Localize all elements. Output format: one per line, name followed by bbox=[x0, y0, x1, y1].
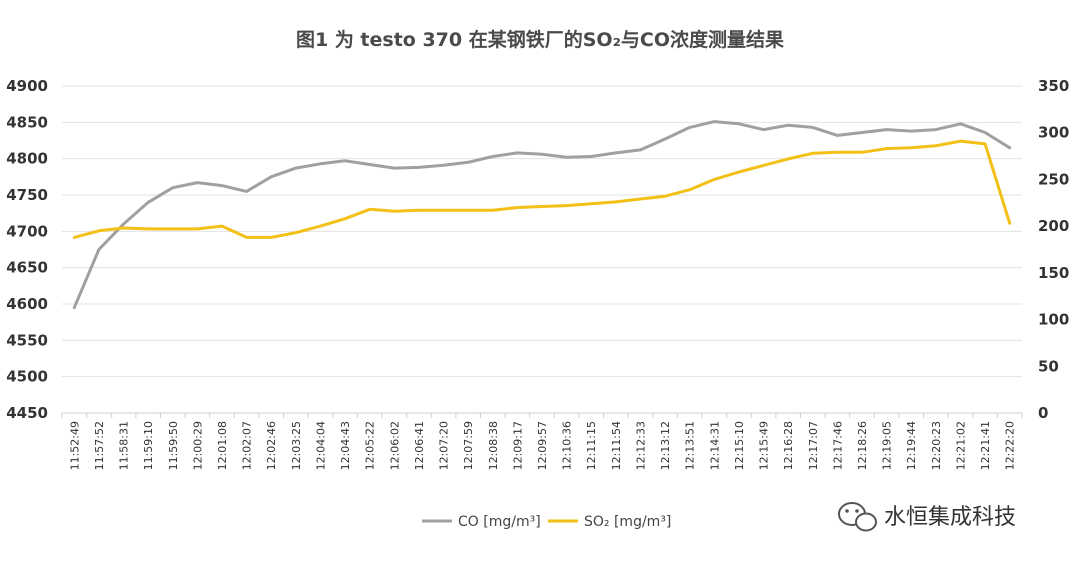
x-tick-label: 12:07:20 bbox=[438, 421, 451, 470]
x-tick-label: 12:02:46 bbox=[265, 421, 278, 470]
legend: CO [mg/m³] SO₂ [mg/m³] bbox=[422, 514, 671, 530]
x-tick-label: 12:07:59 bbox=[462, 421, 475, 470]
x-tick-label: 12:19:05 bbox=[881, 421, 894, 470]
x-tick-label: 11:59:10 bbox=[142, 421, 155, 470]
x-tick-label: 12:04:04 bbox=[314, 421, 327, 470]
x-tick-label: 12:02:07 bbox=[241, 421, 254, 470]
x-tick-label: 12:08:38 bbox=[487, 421, 500, 470]
legend-label-so2: SO₂ [mg/m³] bbox=[584, 514, 671, 530]
x-tick-label: 12:16:28 bbox=[782, 421, 795, 470]
x-tick-label: 12:13:51 bbox=[684, 421, 697, 470]
y-left-tick-label: 4600 bbox=[6, 295, 48, 313]
x-tick-label: 12:22:20 bbox=[1004, 421, 1017, 470]
chart-title: 图1 为 testo 370 在某钢铁厂的SO₂与CO浓度测量结果 bbox=[296, 28, 784, 51]
y-right-tick-label: 350 bbox=[1038, 77, 1069, 95]
wechat-icon bbox=[838, 502, 877, 532]
watermark-text: 水恒集成科技 bbox=[884, 505, 1016, 530]
y-left-tick-label: 4550 bbox=[6, 331, 48, 349]
x-tick-label: 12:18:26 bbox=[856, 421, 869, 470]
x-tick-label: 12:06:02 bbox=[388, 421, 401, 470]
x-tick-label: 12:15:49 bbox=[758, 421, 771, 470]
legend-label-co: CO [mg/m³] bbox=[458, 514, 541, 530]
x-tick-label: 12:06:41 bbox=[413, 421, 426, 470]
series-line-so2 bbox=[72, 139, 1012, 239]
y-left-tick-label: 4850 bbox=[6, 113, 48, 131]
y-right-tick-label: 150 bbox=[1038, 264, 1069, 282]
x-tick-label: 12:05:22 bbox=[364, 421, 377, 470]
y-right-tick-label: 200 bbox=[1038, 217, 1069, 235]
x-tick-label: 11:59:50 bbox=[167, 421, 180, 470]
x-tick-label: 11:52:49 bbox=[68, 421, 81, 470]
x-tick-label: 12:04:43 bbox=[339, 421, 352, 470]
x-tick-label: 12:12:33 bbox=[634, 421, 647, 470]
y-right-tick-label: 50 bbox=[1038, 357, 1059, 375]
y-left-tick-label: 4750 bbox=[6, 186, 48, 204]
x-tick-label: 12:09:17 bbox=[511, 421, 524, 470]
watermark: 水恒集成科技 bbox=[838, 502, 1016, 532]
y-left-tick-label: 4650 bbox=[6, 259, 48, 277]
y-left-tick-label: 4800 bbox=[6, 150, 48, 168]
x-tick-label: 12:17:07 bbox=[807, 421, 820, 470]
x-tick-label: 12:11:15 bbox=[585, 421, 598, 470]
x-tick-label: 11:58:31 bbox=[118, 421, 131, 470]
y-right-tick-label: 300 bbox=[1038, 124, 1069, 142]
y-right-tick-label: 0 bbox=[1038, 404, 1048, 422]
y-left-tick-label: 4450 bbox=[6, 404, 48, 422]
x-tick-label: 12:13:12 bbox=[659, 421, 672, 470]
x-tick-label: 12:15:10 bbox=[733, 421, 746, 470]
x-tick-label: 12:09:57 bbox=[536, 421, 549, 470]
x-tick-label: 12:11:54 bbox=[610, 421, 623, 470]
x-tick-label: 12:17:46 bbox=[831, 421, 844, 470]
y-right-tick-label: 100 bbox=[1038, 311, 1069, 329]
x-tick-label: 12:14:31 bbox=[708, 421, 721, 470]
x-tick-label: 12:10:36 bbox=[561, 421, 574, 470]
x-tick-label: 12:01:08 bbox=[216, 421, 229, 470]
y-right-tick-label: 250 bbox=[1038, 170, 1069, 188]
series-line-co bbox=[72, 120, 1012, 310]
y-left-tick-label: 4500 bbox=[6, 368, 48, 386]
x-tick-label: 12:21:41 bbox=[979, 421, 992, 470]
x-tick-label: 12:21:02 bbox=[954, 421, 967, 470]
x-tick-label: 12:19:44 bbox=[905, 421, 918, 470]
x-tick-label: 12:00:29 bbox=[191, 421, 204, 470]
x-tick-label: 11:57:52 bbox=[93, 421, 106, 470]
y-left-tick-label: 4700 bbox=[6, 222, 48, 240]
x-tick-label: 12:20:23 bbox=[930, 421, 943, 470]
y-left-tick-label: 4900 bbox=[6, 77, 48, 95]
x-tick-label: 12:03:25 bbox=[290, 421, 303, 470]
